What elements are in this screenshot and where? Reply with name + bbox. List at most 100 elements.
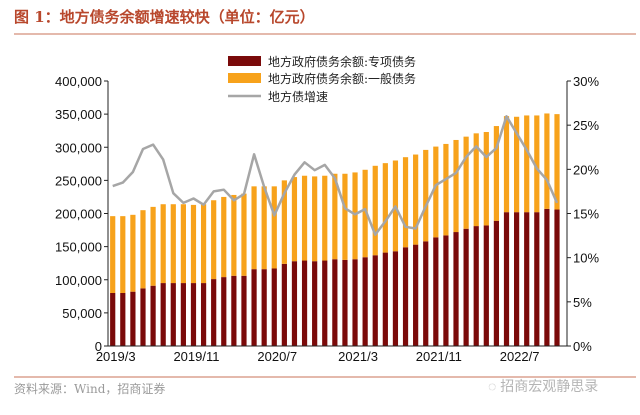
bar-general	[362, 169, 368, 258]
bar-special	[322, 260, 328, 346]
bars	[110, 113, 560, 346]
bar-general	[241, 193, 247, 276]
bar-special	[463, 228, 469, 346]
bar-general	[271, 186, 277, 269]
bar-general	[423, 149, 429, 242]
bar-special	[291, 261, 298, 346]
bar-general	[524, 115, 530, 213]
bar-general	[382, 163, 388, 253]
bar-general	[110, 216, 116, 293]
bar-special	[483, 225, 489, 346]
bar-special	[140, 288, 146, 346]
bar-general	[534, 115, 540, 213]
bar-special	[413, 244, 419, 346]
bar-general	[150, 206, 156, 286]
bar-special	[524, 212, 530, 346]
bar-general	[433, 146, 439, 238]
bar-special	[281, 263, 287, 346]
bar-special	[473, 226, 479, 346]
watermark-text: 招商宏观静思录	[500, 378, 599, 394]
bar-general	[281, 180, 287, 264]
bar-general	[312, 176, 318, 262]
bar-general	[493, 126, 500, 221]
bar-special	[261, 269, 267, 346]
bar-general	[301, 175, 308, 261]
y-tick-label: 400,000	[55, 74, 102, 89]
bar-general	[514, 116, 520, 213]
bar-special	[160, 283, 166, 346]
y2-tick-label: 10%	[573, 251, 599, 266]
y-tick-label: 300,000	[55, 140, 102, 155]
bar-special	[180, 283, 186, 346]
y2-tick-label: 25%	[573, 118, 599, 133]
bar-general	[261, 186, 267, 270]
source-note: 资料来源：Wind，招商证券	[14, 382, 166, 396]
bar-general	[231, 194, 237, 276]
x-tick-label: 2021/3	[338, 349, 378, 364]
bar-special	[130, 291, 136, 346]
bar-general	[453, 139, 459, 233]
bar-special	[493, 220, 500, 346]
bar-general	[322, 175, 328, 261]
y-tick-label: 250,000	[55, 173, 102, 188]
bar-general	[200, 204, 207, 284]
y2-tick-label: 20%	[573, 162, 599, 177]
y2-tick-label: 5%	[573, 295, 592, 310]
bar-general	[332, 173, 338, 260]
bar-special	[372, 255, 378, 346]
bar-general	[554, 114, 560, 210]
x-tick-label: 2019/11	[173, 349, 219, 364]
bar-special	[534, 212, 540, 346]
bar-special	[402, 247, 409, 346]
bar-special	[453, 232, 459, 346]
bar-general	[251, 186, 257, 270]
bar-general	[120, 216, 126, 293]
bar-general	[402, 157, 409, 248]
bar-special	[110, 293, 116, 346]
bar-general	[180, 204, 186, 284]
legend-swatch-general	[228, 73, 261, 83]
bar-special	[120, 293, 126, 346]
bar-special	[231, 275, 237, 346]
bar-general	[170, 204, 176, 284]
bar-special	[170, 283, 176, 346]
y2-tick-label: 0%	[573, 339, 592, 354]
bar-general	[342, 173, 348, 260]
bar-general	[372, 165, 378, 256]
legend-label-special: 地方政府债务余额:专项债务	[268, 54, 416, 69]
bar-special	[221, 277, 227, 346]
bar-general	[352, 172, 358, 260]
y2-tick-label: 30%	[573, 74, 599, 89]
bar-general	[140, 210, 146, 289]
bar-general	[544, 113, 550, 209]
bar-general	[443, 143, 449, 236]
y-tick-label: 350,000	[55, 107, 102, 122]
bar-special	[554, 209, 560, 346]
bar-general	[160, 204, 166, 284]
bar-special	[312, 261, 318, 346]
bar-general	[291, 177, 298, 262]
y-tick-label: 100,000	[55, 273, 102, 288]
y-tick-label: 50,000	[62, 306, 102, 321]
bar-general	[190, 204, 197, 284]
bar-special	[382, 252, 388, 346]
bar-special	[301, 260, 308, 346]
y-tick-label: 150,000	[55, 240, 102, 255]
bar-special	[514, 212, 520, 346]
y2-tick-label: 15%	[573, 207, 599, 222]
bar-special	[332, 259, 338, 346]
bar-general	[473, 133, 479, 227]
bar-special	[342, 259, 348, 346]
bar-general	[130, 214, 136, 292]
figure-title: 图 1：地方债务余额增速较快（单位：亿元）	[14, 8, 315, 26]
bar-special	[190, 283, 197, 346]
bar-special	[211, 279, 217, 346]
bar-special	[423, 241, 429, 346]
bar-special	[352, 259, 358, 346]
bar-special	[200, 283, 207, 346]
wechat-icon: ◌	[488, 378, 501, 394]
growth-line	[112, 115, 559, 236]
bar-general	[413, 154, 419, 245]
bar-general	[211, 200, 217, 280]
x-tick-label: 2020/7	[257, 349, 297, 364]
